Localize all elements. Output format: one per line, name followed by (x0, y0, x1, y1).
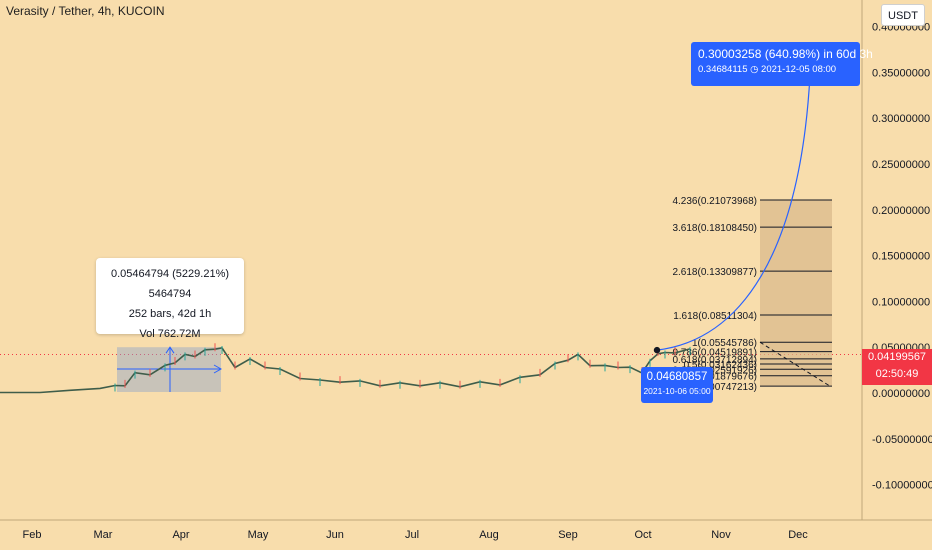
chart-title: Verasity / Tether, 4h, KUCOIN (6, 4, 165, 18)
start-price-value: 0.04680857 (646, 371, 708, 383)
measure-v-arrowhead (165, 346, 175, 354)
x-tick-label: Jul (405, 529, 419, 541)
y-axis-bg (862, 0, 932, 550)
projection-sub: 0.34684115 ◷ 2021-12-05 08:00 (698, 64, 837, 75)
y-tick-label: 0.35000000 (872, 67, 930, 79)
fib-fill (760, 199, 832, 387)
x-tick-label: Sep (558, 529, 578, 541)
measure-bars: 252 bars, 42d 1h (128, 308, 212, 320)
y-tick-label: -0.10000000 (872, 480, 932, 492)
price-series (0, 343, 691, 394)
price-line (0, 347, 691, 394)
y-tick-label: 0.20000000 (872, 205, 930, 217)
y-tick-label: 0.40000000 (872, 22, 930, 34)
last-price-value: 0.04199567 (867, 351, 927, 363)
fib-level-label: 1(0.05545786) (692, 338, 757, 349)
y-tick-label: 0.30000000 (872, 113, 930, 125)
x-tick-label: Jun (326, 529, 344, 541)
x-tick-label: Apr (172, 529, 189, 541)
projection-curve (656, 75, 811, 351)
fib-level-label: 1.618(0.08511304) (673, 311, 757, 322)
fib-extension: 4.236(0.21073968) 3.618(0.18108450) 2.618(… (672, 196, 832, 393)
fib-level-label: 0.382(0.02591926) (672, 365, 757, 376)
fib-level-label: 0.618(0.03712894) (672, 355, 757, 366)
measure-rect (117, 346, 223, 392)
measure-tooltip: 0.05464794 (5229.21%) 5464794 252 bars, … (96, 258, 244, 340)
projection-main: 0.30003258 (640.98%) in 60d 3h (698, 47, 873, 61)
currency-button[interactable]: USDT (881, 4, 925, 26)
y-tick-label: 0.15000000 (872, 251, 930, 263)
y-tick-label: 0.25000000 (872, 159, 930, 171)
measure-change: 0.05464794 (5229.21%) 5464794 (110, 268, 230, 300)
x-axis: Feb Mar Apr May Jun Jul Aug Sep Oct Nov Dec (0, 519, 932, 550)
x-tick-label: Dec (788, 529, 808, 541)
x-tick-label: Nov (711, 529, 731, 541)
price-countdown: 02:50:49 (875, 368, 919, 380)
projection-start-point (653, 346, 661, 354)
y-axis: 0.40000000 0.35000000 0.30000000 0.25000000… (861, 0, 932, 550)
x-tick-label: Oct (634, 529, 651, 541)
start-price-date: 2021-10-06 05:00 (643, 386, 711, 396)
fib-level-label: 0.5(0.03162436) (684, 360, 757, 371)
x-tick-label: Mar (94, 529, 113, 541)
x-tick-label: May (248, 529, 269, 541)
fib-level-label: 2.618(0.13309877) (672, 267, 757, 278)
x-tick-label: Feb (23, 529, 42, 541)
y-tick-label: 0.10000000 (872, 296, 930, 308)
fib-level-label: 3.618(0.18108450) (672, 223, 757, 234)
measure-area (117, 347, 221, 392)
measure-h-arrowhead (213, 364, 223, 374)
fib-level-label: 0.236(0.01879676) (672, 372, 757, 383)
y-tick-label: -0.05000000 (872, 434, 932, 446)
start-price-label: 0.04680857 2021-10-06 05:00 (641, 367, 713, 403)
measure-volume: Vol 762.72M (139, 328, 201, 340)
y-tick-label: 0.00000000 (872, 388, 930, 400)
fib-level-label: 0.786(0.04519891) (672, 348, 757, 359)
projection-label: 0.30003258 (640.98%) in 60d 3h 0.3468411… (691, 42, 873, 86)
last-price-tag: 0.04199567 02:50:49 (862, 349, 932, 385)
x-tick-label: Aug (479, 529, 499, 541)
x-axis-bg (0, 520, 932, 550)
fib-level-label: 0(0.00747213) (692, 382, 757, 393)
fib-level-label: 4.236(0.21073968) (672, 196, 757, 207)
